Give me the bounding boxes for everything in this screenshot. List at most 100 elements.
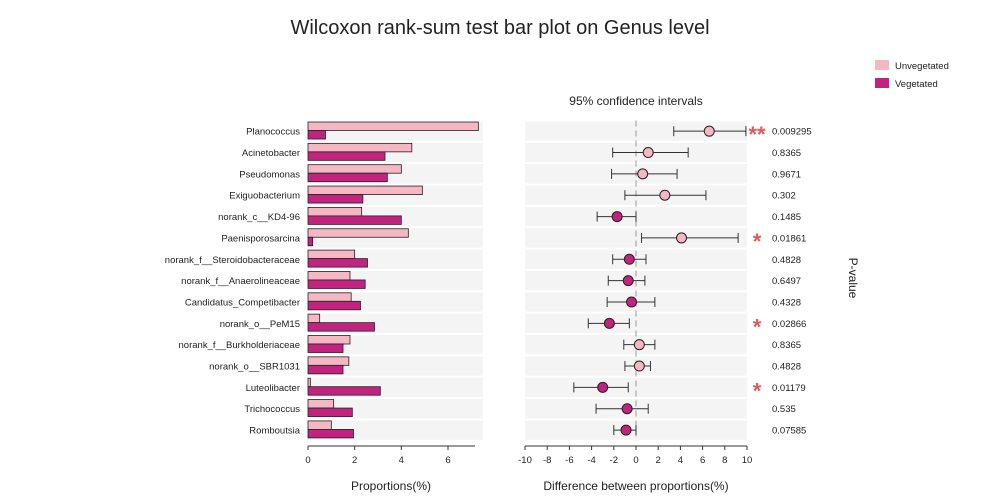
- bar-vegetated-planococcus: [307, 130, 326, 140]
- ci-subtitle: 95% confidence intervals: [569, 94, 702, 108]
- right-x-axis-label: Difference between proportions(%): [543, 479, 728, 493]
- pvalue-labels: 0.009295**0.83650.96710.3020.14850.01861…: [748, 122, 811, 436]
- diff-point-norank-o-sbr1031: [633, 360, 645, 372]
- genus-label-candidatus-competibacter: Candidatus_Competibacter: [185, 297, 300, 308]
- pvalue-candidatus-competibacter: 0.4328: [772, 297, 801, 308]
- proportions-panel: 0 2 4 6: [305, 121, 479, 466]
- right-x-tick-label: 4: [678, 455, 683, 466]
- diff-point-trichococcus: [621, 403, 633, 415]
- pvalue-norank-f-anaerolineaceae: 0.6497: [772, 276, 801, 287]
- legend: Unvegetated Vegetated: [875, 60, 949, 90]
- significance-stars-planococcus: **: [748, 122, 766, 147]
- pvalue-trichococcus: 0.535: [772, 404, 796, 415]
- pvalue-norank-o-pem15: 0.02866: [772, 319, 806, 330]
- pvalue-norank-f-steroidobacteraceae: 0.4828: [772, 255, 801, 266]
- diff-point-norank-o-pem15: [603, 317, 615, 329]
- genus-label-trichococcus: Trichococcus: [244, 404, 300, 415]
- pvalue-luteolibacter: 0.01179: [772, 383, 806, 394]
- significance-stars-luteolibacter: *: [753, 378, 762, 403]
- genus-label-romboutsia: Romboutsia: [249, 426, 300, 437]
- bar-vegetated-norank-f-anaerolineaceae: [307, 279, 366, 289]
- diff-point-norank-f-anaerolineaceae: [622, 275, 634, 287]
- bar-unvegetated-norank-c-kd4-96: [307, 206, 363, 217]
- right-x-tick-label: -4: [587, 455, 595, 466]
- left-x-tick-label: 6: [445, 455, 450, 466]
- left-x-tick-label: 0: [305, 455, 310, 466]
- bar-unvegetated-romboutsia: [307, 420, 332, 430]
- bar-unvegetated-planococcus: [307, 121, 479, 131]
- diff-point-planococcus: [703, 125, 715, 137]
- genus-label-planococcus: Planococcus: [246, 127, 300, 138]
- bar-vegetated-paenisporosarcina: [307, 236, 314, 247]
- bar-vegetated-candidatus-competibacter: [307, 300, 361, 311]
- bar-vegetated-luteolibacter: [307, 386, 381, 396]
- genus-labels: Planococcus Acinetobacter Pseudomonas Exigu…: [165, 127, 301, 437]
- bar-vegetated-norank-c-kd4-96: [307, 215, 402, 225]
- difference-panel: -10 -8 -6 -4 -2 0 2 4 6 8 10: [518, 120, 753, 466]
- left-x-tick-label: 4: [399, 455, 404, 466]
- bar-vegetated-pseudomonas: [307, 172, 388, 183]
- genus-label-norank-f-burkholderiaceae: norank_f__Burkholderiaceae: [179, 340, 300, 351]
- right-x-tick-label: 0: [633, 455, 638, 466]
- significance-stars-paenisporosarcina: *: [753, 229, 762, 254]
- bar-unvegetated-candidatus-competibacter: [307, 292, 352, 302]
- legend-swatch-unvegetated: [875, 60, 889, 70]
- bar-vegetated-norank-o-pem15: [307, 322, 375, 332]
- diff-point-norank-c-kd4-96: [611, 211, 623, 223]
- right-x-tick-label: 10: [742, 455, 753, 466]
- bar-unvegetated-norank-f-anaerolineaceae: [307, 271, 351, 281]
- bar-unvegetated-norank-o-sbr1031: [307, 356, 350, 366]
- diff-point-paenisporosarcina: [676, 232, 688, 244]
- bar-unvegetated-paenisporosarcina: [307, 228, 409, 238]
- pvalue-norank-o-sbr1031: 0.4828: [772, 362, 801, 373]
- chart-title: Wilcoxon rank-sum test bar plot on Genus…: [290, 17, 709, 39]
- genus-label-acinetobacter: Acinetobacter: [242, 148, 300, 159]
- bar-unvegetated-norank-o-pem15: [307, 313, 321, 324]
- pvalue-norank-c-kd4-96: 0.1485: [772, 212, 801, 223]
- bar-vegetated-norank-o-sbr1031: [307, 364, 344, 375]
- right-x-tick-label: -6: [565, 455, 573, 466]
- genus-label-norank-o-sbr1031: norank_o__SBR1031: [209, 362, 300, 373]
- right-x-tick-label: 2: [656, 455, 661, 466]
- bar-vegetated-norank-f-steroidobacteraceae: [307, 258, 368, 268]
- pvalue-romboutsia: 0.07585: [772, 426, 806, 437]
- right-x-tick-label: -10: [518, 455, 532, 466]
- bar-vegetated-trichococcus: [307, 407, 353, 417]
- right-x-tick-label: -2: [610, 455, 618, 466]
- pvalue-exiguobacterium: 0.302: [772, 191, 796, 202]
- diff-point-norank-f-burkholderiaceae: [633, 339, 645, 351]
- bar-unvegetated-norank-f-steroidobacteraceae: [307, 249, 356, 260]
- bar-unvegetated-exiguobacterium: [307, 185, 423, 195]
- left-x-tick-label: 2: [352, 455, 357, 466]
- right-row-stripe: [525, 228, 747, 248]
- genus-label-pseudomonas: Pseudomonas: [239, 169, 300, 180]
- significance-stars-norank-o-pem15: *: [753, 314, 762, 339]
- bar-unvegetated-luteolibacter: [307, 377, 311, 388]
- right-x-tick-label: -8: [543, 455, 551, 466]
- genus-label-exiguobacterium: Exiguobacterium: [229, 191, 300, 202]
- left-x-axis-label: Proportions(%): [351, 479, 431, 493]
- genus-label-norank-f-anaerolineaceae: norank_f__Anaerolineaceae: [181, 276, 300, 287]
- diff-point-luteolibacter: [597, 381, 609, 393]
- bar-unvegetated-trichococcus: [307, 399, 335, 409]
- right-x-tick-label: 8: [722, 455, 727, 466]
- legend-swatch-vegetated: [875, 78, 889, 88]
- bar-unvegetated-norank-f-burkholderiaceae: [307, 335, 351, 345]
- bar-vegetated-exiguobacterium: [307, 194, 364, 204]
- genus-label-paenisporosarcina: Paenisporosarcina: [221, 233, 300, 244]
- pvalue-planococcus: 0.009295: [772, 127, 812, 138]
- diff-point-pseudomonas: [637, 168, 649, 180]
- legend-label-vegetated: Vegetated: [895, 79, 938, 90]
- diff-point-norank-f-steroidobacteraceae: [623, 253, 635, 265]
- bar-vegetated-romboutsia: [307, 428, 354, 439]
- bar-vegetated-acinetobacter: [307, 151, 386, 161]
- diff-point-exiguobacterium: [659, 189, 671, 201]
- diff-point-candidatus-competibacter: [626, 296, 638, 308]
- pvalue-pseudomonas: 0.9671: [772, 169, 801, 180]
- right-row-stripe: [525, 377, 747, 398]
- genus-label-norank-f-steroidobacteraceae: norank_f__Steroidobacteraceae: [165, 255, 300, 266]
- pvalue-norank-f-burkholderiaceae: 0.8365: [772, 340, 801, 351]
- bar-unvegetated-acinetobacter: [307, 142, 413, 153]
- bar-vegetated-norank-f-burkholderiaceae: [307, 343, 344, 353]
- pvalue-acinetobacter: 0.8365: [772, 148, 801, 159]
